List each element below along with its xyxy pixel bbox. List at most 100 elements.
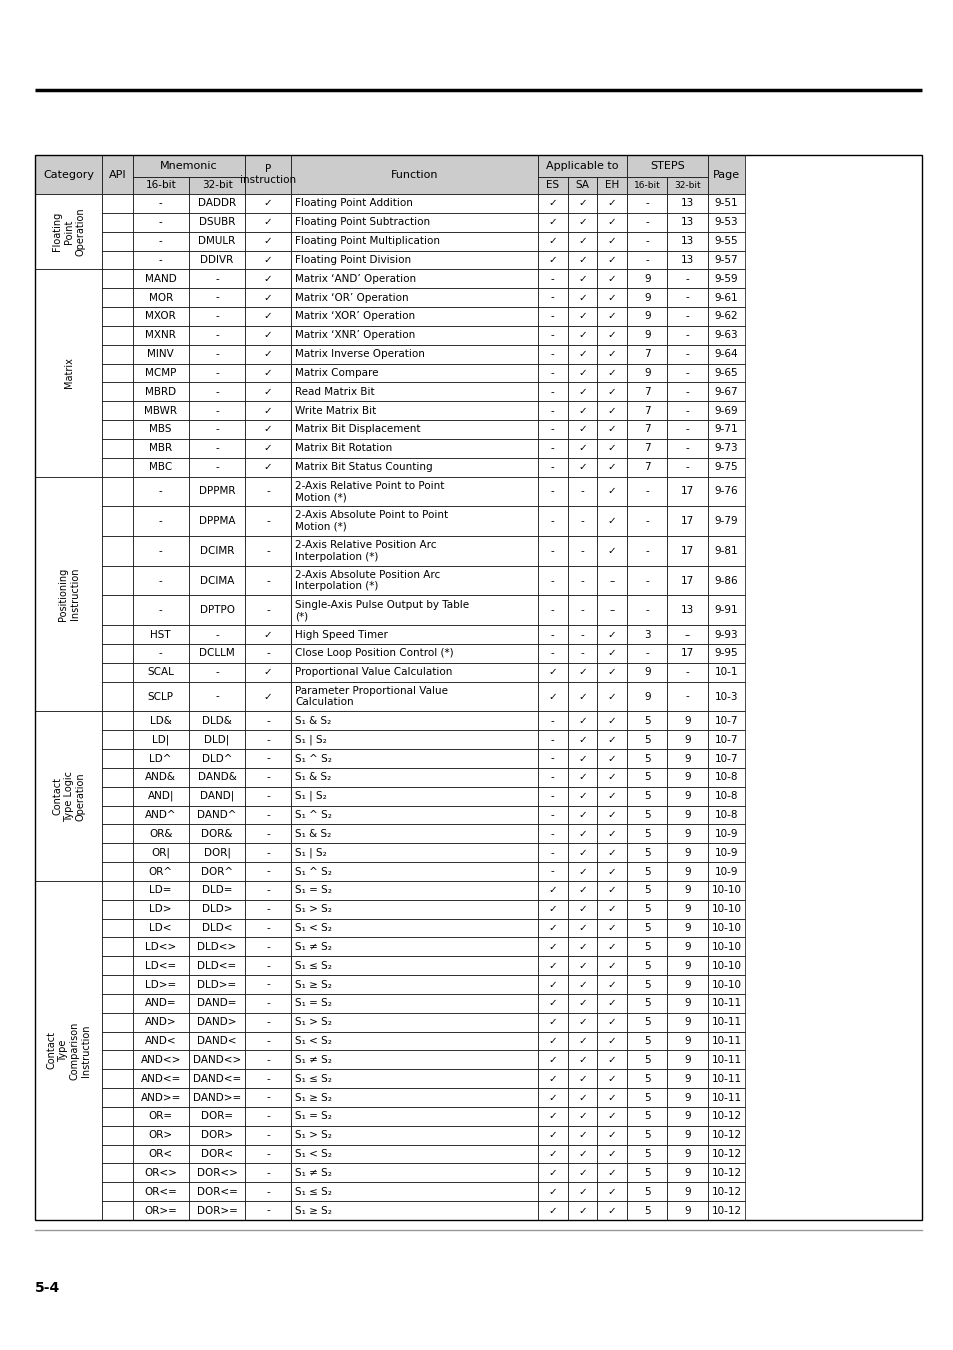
Bar [667,956,707,975]
Text: S₁ ≠ S₂: S₁ ≠ S₂ [295,1168,332,1179]
Text: -: - [266,772,270,783]
Bar [102,477,132,506]
Bar [667,1031,707,1050]
Text: 10-9: 10-9 [714,867,738,876]
Bar [597,749,626,768]
Text: 5: 5 [643,1130,650,1141]
Bar [626,306,667,325]
Bar [667,439,707,458]
Text: 10-12: 10-12 [711,1206,740,1215]
Text: LD>=: LD>= [145,980,176,990]
Text: OR<: OR< [149,1149,172,1160]
Bar [102,663,132,682]
Text: 17: 17 [680,575,694,586]
Bar [245,344,291,363]
Text: -: - [550,605,554,616]
Bar [626,863,667,882]
Bar [245,711,291,730]
Bar [189,787,245,806]
Text: S₁ = S₂: S₁ = S₂ [295,886,332,895]
Text: ✓: ✓ [548,1206,557,1215]
Text: ✓: ✓ [578,829,586,838]
Text: -: - [644,648,648,659]
Bar [291,1126,537,1145]
Text: S₁ ≥ S₂: S₁ ≥ S₂ [295,1206,332,1215]
Bar [132,420,189,439]
Text: -: - [266,753,270,764]
Bar [245,749,291,768]
Text: ✓: ✓ [607,791,616,801]
Text: Single-Axis Pulse Output by Table
(*): Single-Axis Pulse Output by Table (*) [295,599,469,621]
Bar [707,1126,744,1145]
Text: Matrix Compare: Matrix Compare [295,369,378,378]
Bar [189,363,245,382]
Bar [707,420,744,439]
Bar [537,306,567,325]
Bar [667,918,707,937]
Text: ✓: ✓ [548,255,557,265]
Text: ✓: ✓ [578,753,586,764]
Bar [102,213,132,232]
Text: -: - [685,331,689,340]
Text: -: - [266,575,270,586]
Text: MCMP: MCMP [145,369,176,378]
Text: 9: 9 [683,923,690,933]
Text: -: - [266,829,270,838]
Text: DOR=: DOR= [201,1111,233,1122]
Text: ✓: ✓ [578,1018,586,1027]
Text: 7: 7 [643,443,650,454]
Bar [291,956,537,975]
Text: -: - [266,923,270,933]
Bar [35,155,921,1220]
Text: -: - [266,1035,270,1046]
Text: ✓: ✓ [607,999,616,1008]
Text: ✓: ✓ [578,1187,586,1196]
Text: -: - [215,667,218,678]
Text: 9: 9 [683,1168,690,1179]
Bar [567,401,597,420]
Text: -: - [266,734,270,745]
Bar [132,401,189,420]
Bar [707,749,744,768]
Text: DDIVR: DDIVR [200,255,233,265]
Text: 2-Axis Absolute Position Arc
Interpolation (*): 2-Axis Absolute Position Arc Interpolati… [295,570,440,591]
Bar [667,644,707,663]
Text: 5: 5 [643,942,650,952]
Bar [597,994,626,1012]
Text: -: - [550,545,554,556]
Bar [291,711,537,730]
Text: ✓: ✓ [578,716,586,726]
Text: -: - [266,716,270,726]
Text: Close Loop Position Control (*): Close Loop Position Control (*) [295,648,454,659]
Text: 10-12: 10-12 [711,1130,740,1141]
Text: -: - [266,999,270,1008]
Text: STEPS: STEPS [649,161,684,171]
Bar [626,382,667,401]
Text: ✓: ✓ [607,1130,616,1141]
Bar [626,1012,667,1031]
Bar [189,194,245,213]
Text: -: - [550,293,554,302]
Text: 9: 9 [683,1073,690,1084]
Text: S₁ > S₂: S₁ > S₂ [295,1130,332,1141]
Bar [132,306,189,325]
Bar [132,1012,189,1031]
Bar [102,1183,132,1202]
Text: OR>: OR> [149,1130,172,1141]
Text: S₁ ≥ S₂: S₁ ≥ S₂ [295,980,332,990]
Bar [537,711,567,730]
Bar [626,1088,667,1107]
Bar [626,363,667,382]
Bar [667,825,707,844]
Bar [707,458,744,477]
Text: 9-51: 9-51 [714,198,738,208]
Bar [132,1088,189,1107]
Text: -: - [215,405,218,416]
Text: 5: 5 [643,1054,650,1065]
Text: 17: 17 [680,648,694,659]
Text: ✓: ✓ [578,961,586,971]
Text: DLD>=: DLD>= [197,980,236,990]
Text: DAND^: DAND^ [197,810,236,819]
Bar [245,644,291,663]
Bar [132,1202,189,1220]
